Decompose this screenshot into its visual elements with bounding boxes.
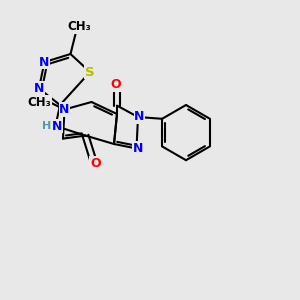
Text: N: N [133, 142, 143, 155]
Text: O: O [110, 78, 121, 91]
Text: O: O [90, 157, 101, 170]
Text: N: N [39, 56, 50, 69]
Text: N: N [52, 119, 62, 133]
Text: N: N [59, 103, 70, 116]
Text: S: S [85, 65, 95, 79]
Text: CH₃: CH₃ [27, 96, 51, 109]
Text: N: N [34, 82, 44, 95]
Text: N: N [134, 110, 145, 124]
Text: H: H [43, 121, 52, 131]
Text: CH₃: CH₃ [68, 20, 92, 33]
